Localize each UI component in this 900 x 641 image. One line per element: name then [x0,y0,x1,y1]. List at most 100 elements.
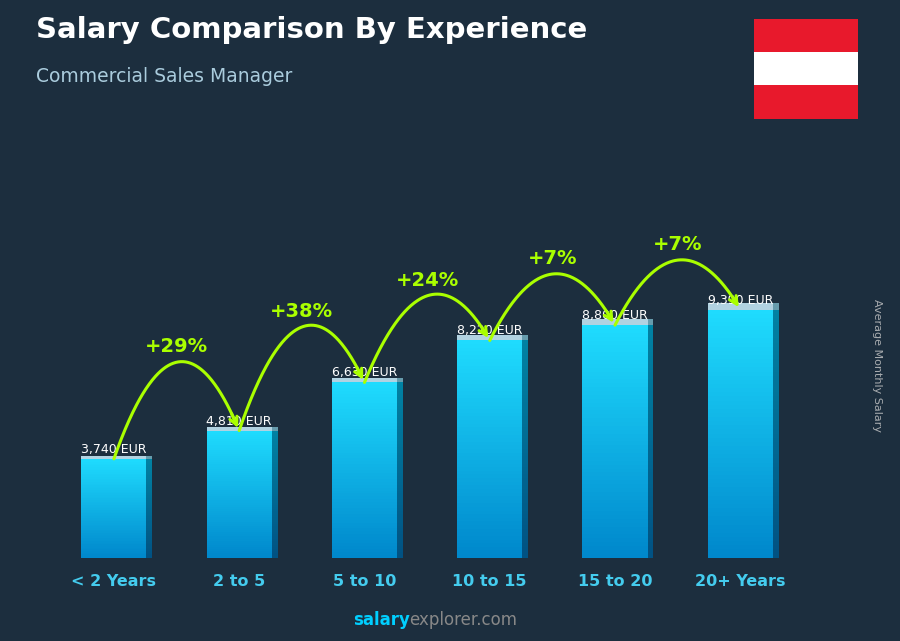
Bar [207,481,272,483]
Bar [522,391,528,395]
Bar [81,549,147,551]
Bar [522,395,528,398]
Bar [522,442,528,445]
Bar [522,507,528,511]
Bar [272,532,277,535]
Bar [81,456,147,459]
Bar [332,505,397,508]
Bar [207,486,272,488]
Bar [522,503,528,507]
Bar [81,477,147,479]
Bar [332,441,397,444]
Bar [582,469,648,472]
Text: 8,800 EUR: 8,800 EUR [582,309,648,322]
Bar [582,387,648,391]
Bar [522,445,528,449]
Bar [457,453,522,456]
Bar [272,513,277,515]
Bar [81,551,147,553]
Bar [707,404,773,409]
Bar [207,465,272,467]
Bar [582,376,648,379]
Bar [522,500,528,503]
Bar [457,409,522,413]
Bar [147,465,152,467]
Bar [272,467,277,469]
Bar [457,362,522,366]
Bar [332,535,397,537]
Text: 4,810 EUR: 4,810 EUR [206,415,272,428]
Bar [648,469,653,472]
Bar [457,377,522,380]
Bar [522,547,528,551]
Bar [773,475,778,479]
Bar [272,556,277,558]
Bar [147,487,152,488]
Bar [707,326,773,330]
Bar [582,333,648,337]
Bar [332,397,397,400]
Bar [147,460,152,462]
Bar [457,406,522,409]
Bar [147,494,152,495]
Bar [81,470,147,472]
Bar [207,545,272,547]
Bar [147,456,152,459]
Bar [81,548,147,549]
Bar [81,506,147,508]
Bar [522,431,528,435]
Bar [81,526,147,528]
Bar [582,406,648,410]
Bar [207,490,272,492]
Bar [272,449,277,452]
Bar [207,433,272,435]
Bar [147,506,152,508]
Bar [397,535,403,537]
Bar [773,495,778,500]
Bar [648,535,653,538]
Bar [522,428,528,431]
Bar [773,417,778,421]
Bar [332,514,397,517]
Bar [457,467,522,470]
Bar [81,531,147,533]
Bar [272,488,277,490]
Bar [147,476,152,477]
Bar [773,529,778,533]
Bar [147,464,152,465]
Bar [648,461,653,465]
Bar [522,460,528,463]
Bar [332,470,397,473]
Bar [397,552,403,554]
Bar [81,515,147,517]
Bar [648,484,653,488]
Bar [81,541,147,543]
Bar [707,508,773,512]
Bar [648,538,653,542]
Bar [332,394,397,397]
Bar [272,522,277,524]
Bar [332,438,397,441]
Bar [207,513,272,515]
Bar [397,479,403,482]
Bar [648,503,653,507]
Bar [397,526,403,528]
Bar [272,551,277,553]
Bar [332,385,397,388]
Bar [397,400,403,403]
Bar [207,439,272,441]
Bar [81,533,147,535]
Bar [272,439,277,441]
Bar [272,503,277,504]
Bar [332,517,397,520]
Bar [648,429,653,434]
Bar [707,512,773,516]
Bar [773,392,778,396]
Bar [522,384,528,388]
Bar [773,549,778,554]
Bar [707,363,773,367]
Bar [648,353,653,356]
Bar [81,521,147,523]
Bar [648,422,653,426]
Bar [457,373,522,377]
